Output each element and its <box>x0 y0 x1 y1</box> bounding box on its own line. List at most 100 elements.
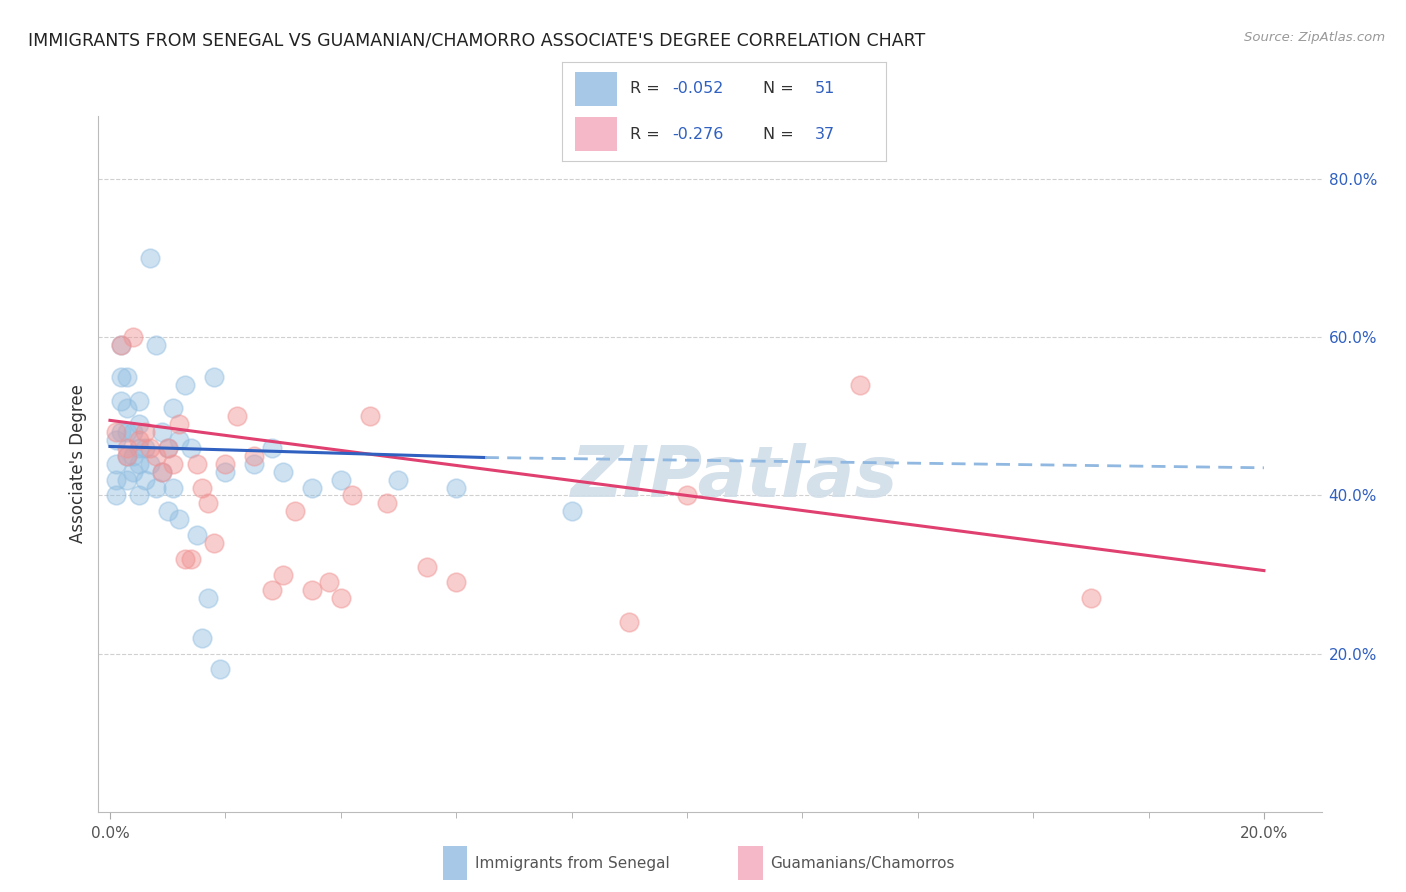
Point <box>134 473 156 487</box>
Point <box>359 409 381 424</box>
Point <box>104 433 127 447</box>
Point <box>1080 591 1102 606</box>
Point <box>145 481 167 495</box>
Point <box>174 551 197 566</box>
Point <box>849 377 872 392</box>
Point <box>225 409 247 424</box>
Point <box>243 457 266 471</box>
Y-axis label: Associate's Degree: Associate's Degree <box>69 384 87 543</box>
Point <box>110 393 132 408</box>
Point <box>122 449 145 463</box>
Text: Immigrants from Senegal: Immigrants from Senegal <box>475 855 669 871</box>
Text: Source: ZipAtlas.com: Source: ZipAtlas.com <box>1244 31 1385 45</box>
Point <box>128 393 150 408</box>
Point <box>128 417 150 432</box>
Point <box>387 473 409 487</box>
Point <box>197 496 219 510</box>
Point <box>122 330 145 344</box>
Point <box>104 473 127 487</box>
Point <box>117 369 139 384</box>
Point <box>167 433 190 447</box>
Point <box>117 473 139 487</box>
Point <box>134 441 156 455</box>
Point <box>128 457 150 471</box>
Point <box>104 457 127 471</box>
Point <box>117 401 139 416</box>
Point <box>150 465 173 479</box>
Point <box>117 449 139 463</box>
Point <box>342 488 364 502</box>
Text: -0.276: -0.276 <box>672 127 724 142</box>
Point <box>243 449 266 463</box>
Text: ZIPatlas: ZIPatlas <box>571 443 898 512</box>
Point <box>167 417 190 432</box>
Point <box>139 252 162 266</box>
Point <box>162 401 184 416</box>
Point <box>110 369 132 384</box>
Point <box>156 441 179 455</box>
Text: N =: N = <box>763 81 799 96</box>
Point <box>260 583 283 598</box>
Point <box>561 504 583 518</box>
Point <box>167 512 190 526</box>
Point <box>174 377 197 392</box>
Point <box>197 591 219 606</box>
Point <box>122 425 145 440</box>
Point <box>619 615 641 629</box>
Point <box>444 481 467 495</box>
Point <box>104 425 127 440</box>
Point <box>145 338 167 352</box>
Bar <box>575 72 617 105</box>
Point <box>191 631 214 645</box>
Text: 37: 37 <box>814 127 835 142</box>
Point <box>134 425 156 440</box>
Point <box>329 591 352 606</box>
Point <box>301 481 323 495</box>
Point <box>208 662 231 676</box>
Point <box>301 583 323 598</box>
Bar <box>575 118 617 151</box>
Point <box>162 481 184 495</box>
Text: Guamanians/Chamorros: Guamanians/Chamorros <box>770 855 955 871</box>
Point <box>110 338 132 352</box>
Point <box>117 449 139 463</box>
Point <box>271 567 294 582</box>
Text: IMMIGRANTS FROM SENEGAL VS GUAMANIAN/CHAMORRO ASSOCIATE'S DEGREE CORRELATION CHA: IMMIGRANTS FROM SENEGAL VS GUAMANIAN/CHA… <box>28 31 925 49</box>
Point <box>186 528 208 542</box>
Point <box>214 457 236 471</box>
Point <box>191 481 214 495</box>
Point <box>202 369 225 384</box>
Point <box>139 441 162 455</box>
Point <box>186 457 208 471</box>
Point <box>202 536 225 550</box>
Text: 51: 51 <box>814 81 835 96</box>
Point <box>375 496 398 510</box>
Point <box>416 559 439 574</box>
Point <box>156 441 179 455</box>
Point <box>128 441 150 455</box>
Point <box>150 425 173 440</box>
Point <box>150 465 173 479</box>
Point <box>117 425 139 440</box>
Point <box>180 551 202 566</box>
Point <box>271 465 294 479</box>
Point <box>318 575 340 590</box>
Point <box>128 488 150 502</box>
Text: R =: R = <box>630 81 665 96</box>
Text: N =: N = <box>763 127 799 142</box>
Text: R =: R = <box>630 127 665 142</box>
Point <box>676 488 699 502</box>
Point <box>122 465 145 479</box>
Point <box>180 441 202 455</box>
Point <box>128 433 150 447</box>
Point <box>329 473 352 487</box>
Point <box>284 504 307 518</box>
Point <box>110 338 132 352</box>
Point <box>104 488 127 502</box>
Point <box>162 457 184 471</box>
Point <box>139 457 162 471</box>
Point <box>214 465 236 479</box>
Point <box>444 575 467 590</box>
Point <box>117 441 139 455</box>
Point <box>145 449 167 463</box>
